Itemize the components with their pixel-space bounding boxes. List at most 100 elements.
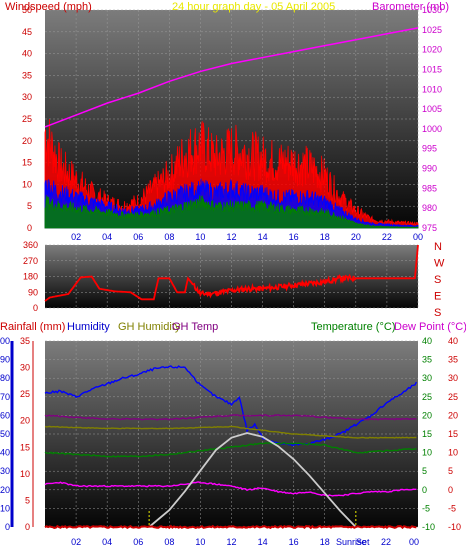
temp-ytick: 35 — [422, 355, 432, 365]
temp-xtick: 14 — [258, 537, 268, 547]
humidity-line — [44, 365, 418, 447]
wind-xtick: 08 — [164, 232, 174, 242]
sunset-label: Set — [356, 537, 370, 547]
rain-ytick: 35 — [20, 336, 30, 346]
wind-ylabel: Windspeed (mph) — [5, 1, 92, 13]
wind-direction-line — [44, 244, 419, 302]
dir-ytick: 180 — [23, 272, 38, 282]
dew-ytick: 10 — [448, 448, 458, 458]
wind-ytick: 45 — [22, 27, 32, 37]
gh-humidity-line — [44, 425, 417, 439]
temp-ytick: 5 — [422, 466, 427, 476]
humidity-label: Humidity — [67, 321, 110, 333]
baro-ylabel: Barometer (mb) — [372, 1, 449, 13]
dewpoint-label: Dew Point (°C) — [394, 321, 466, 333]
dew-ytick: 35 — [448, 355, 458, 365]
wind-ytick: 30 — [22, 92, 32, 102]
wind-ytick: 20 — [22, 136, 32, 146]
dew-ytick: -10 — [448, 522, 461, 532]
barometer-line — [44, 27, 419, 128]
baro-ytick: 990 — [422, 164, 437, 174]
gh-temp-line — [44, 414, 417, 421]
wind-xtick: 04 — [102, 232, 112, 242]
humidity-ytick: 40 — [0, 448, 10, 458]
wind-ytick: 0 — [27, 223, 32, 233]
dew-ytick: 5 — [448, 466, 453, 476]
baro-ytick: 1000 — [422, 124, 442, 134]
rain-label: Rainfall (mm) — [0, 321, 65, 333]
humidity-ytick: 30 — [0, 466, 10, 476]
temperature-line — [44, 441, 417, 458]
humidity-ytick: 0 — [5, 522, 10, 532]
wind-xtick: 02 — [71, 232, 81, 242]
wind-ytick: 40 — [22, 49, 32, 59]
rain-ytick: 30 — [20, 363, 30, 373]
average-area — [44, 195, 419, 229]
compass-label: W — [434, 258, 445, 270]
temp-ytick: 0 — [422, 485, 427, 495]
baro-ytick: 975 — [422, 223, 437, 233]
rain-ytick: 15 — [20, 442, 30, 452]
temperature-label: Temperature (°C) — [311, 321, 395, 333]
humidity-ytick: 20 — [0, 485, 10, 495]
temp-xtick: 02 — [71, 537, 81, 547]
wind-ytick: 25 — [22, 114, 32, 124]
wind-xtick: 18 — [320, 232, 330, 242]
temp-ytick: -10 — [422, 522, 435, 532]
baro-ytick: 1005 — [422, 104, 442, 114]
humidity-ytick: 70 — [0, 392, 10, 402]
wind-xtick: 20 — [351, 232, 361, 242]
chart-title: 24 hour graph day - 05 April 2005 — [172, 1, 335, 13]
x-tick-22: 22 — [381, 537, 391, 547]
humidity-ytick: 80 — [0, 373, 10, 383]
rain-ytick: 0 — [25, 522, 30, 532]
wind-xtick: 16 — [289, 232, 299, 242]
temp-ytick: 10 — [422, 448, 432, 458]
rain-ytick: 10 — [20, 469, 30, 479]
temp-ytick: 15 — [422, 429, 432, 439]
dew-ytick: 0 — [448, 485, 453, 495]
humidity-ytick: 10 — [0, 503, 10, 513]
temp-ytick: 25 — [422, 392, 432, 402]
baro-ytick: 1010 — [422, 84, 442, 94]
compass-label: E — [434, 291, 441, 303]
wind-ytick: 10 — [22, 179, 32, 189]
temp-ytick: 40 — [422, 336, 432, 346]
dew-ytick: 40 — [448, 336, 458, 346]
temp-xtick: 10 — [195, 537, 205, 547]
dew-ytick: -5 — [448, 503, 456, 513]
dir-ytick: 270 — [23, 256, 38, 266]
rain-ytick: 20 — [20, 416, 30, 426]
compass-label: S — [434, 307, 441, 319]
gh-temp-label: GH Temp — [172, 321, 218, 333]
temp-ytick: 20 — [422, 410, 432, 420]
humidity-ytick: 50 — [0, 429, 10, 439]
baro-ytick: 1025 — [422, 25, 442, 35]
dew-ytick: 25 — [448, 392, 458, 402]
baro-ytick: 995 — [422, 144, 437, 154]
wind-ytick: 5 — [27, 201, 32, 211]
rain-ytick: 5 — [25, 495, 30, 505]
temp-ytick: -5 — [422, 503, 430, 513]
wind-ytick: 50 — [22, 5, 32, 15]
temp-xtick: 04 — [102, 537, 112, 547]
rain-ytick: 25 — [20, 389, 30, 399]
temp-xtick: 18 — [320, 537, 330, 547]
humidity-ytick: 60 — [0, 410, 10, 420]
baro-ytick: 985 — [422, 183, 437, 193]
wind-xtick: 22 — [382, 232, 392, 242]
gh-humidity-label: GH Humidity — [118, 321, 181, 333]
humidity-ytick: 100 — [0, 336, 10, 346]
wind-xtick: 14 — [258, 232, 268, 242]
dew-ytick: 30 — [448, 373, 458, 383]
compass-label: N — [434, 241, 442, 253]
compass-label: S — [434, 274, 441, 286]
dir-ytick: 360 — [23, 240, 38, 250]
wind-ytick: 15 — [22, 158, 32, 168]
temp-xtick: 08 — [164, 537, 174, 547]
dew-point-line — [44, 481, 417, 497]
baro-ytick: 1030 — [422, 5, 442, 15]
sunrise-label: Sunrise — [336, 537, 367, 547]
